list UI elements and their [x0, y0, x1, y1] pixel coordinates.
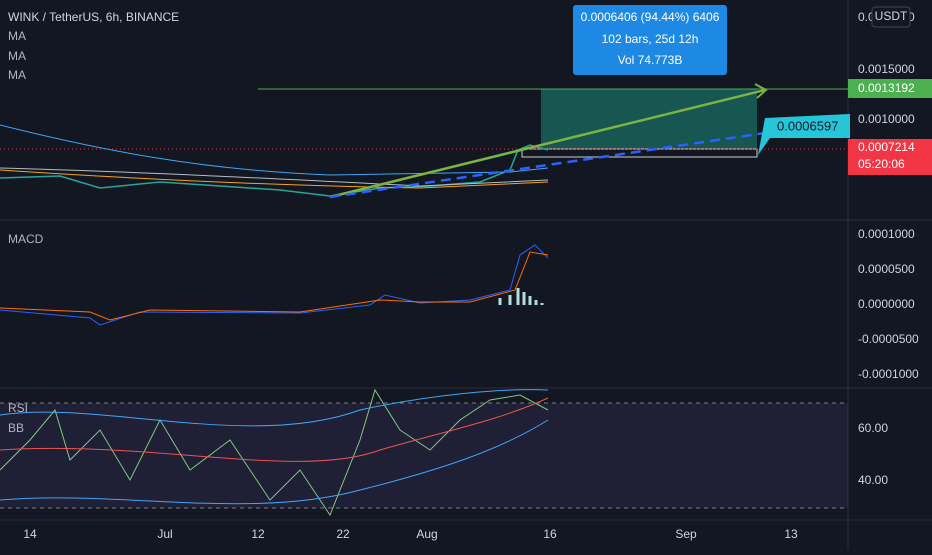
- bb-lower: [0, 419, 549, 505]
- pane-title: MACD: [8, 232, 44, 246]
- currency-button[interactable]: [871, 6, 911, 28]
- target-tag-text: 0.0013192: [858, 81, 915, 95]
- measure-text: 102 bars, 25d 12h: [602, 32, 699, 46]
- target-tag: [848, 79, 932, 98]
- macd-label: 0.0000500: [858, 262, 915, 276]
- last-price-text: 0.0007214: [858, 140, 915, 154]
- rsi-label: 60.00: [858, 421, 888, 435]
- macd-label: 0.0000000: [858, 297, 915, 311]
- time-label: Aug: [416, 527, 437, 541]
- measure-text: 0.0006406 (94.44%) 6406: [581, 10, 720, 24]
- ma-line: [0, 169, 549, 189]
- macd-label: -0.0001000: [858, 367, 919, 381]
- last-price-tag: [848, 139, 932, 175]
- histogram: [498, 288, 544, 305]
- macd-line: [0, 244, 549, 326]
- price-label: 0.0015000: [858, 62, 915, 76]
- signal-line: [0, 251, 549, 321]
- currency-label: USDT: [875, 9, 908, 23]
- arrow-head: [754, 83, 768, 99]
- macd-label: 0.0001000: [858, 227, 915, 241]
- indicator-label: MA: [8, 29, 26, 43]
- indicator-label: MA: [8, 49, 26, 63]
- pane-title: RSI: [8, 401, 28, 415]
- rsi-band: [0, 403, 848, 508]
- symbol-title: WINK / TetherUS, 6h, BINANCE: [8, 10, 179, 24]
- time-label: Sep: [675, 527, 697, 541]
- time-label: Jul: [157, 527, 172, 541]
- time-label: 22: [336, 527, 350, 541]
- measure-box: [573, 5, 727, 75]
- time-label: 12: [251, 527, 265, 541]
- countdown-text: 05:20:06: [858, 157, 905, 171]
- entry-zone: [521, 148, 758, 158]
- time-label: 14: [23, 527, 37, 541]
- bb-basis: [0, 397, 549, 462]
- trend-line: [329, 88, 766, 199]
- callout-box: [758, 114, 850, 155]
- time-label: 13: [784, 527, 798, 541]
- pane-title: BB: [8, 421, 24, 435]
- dashed-trend-line: [329, 131, 766, 199]
- bb-upper: [0, 389, 549, 427]
- ma-line: [0, 124, 549, 176]
- indicator-label: MA: [8, 68, 26, 82]
- price-label: 0.0010000: [858, 112, 915, 126]
- callout-text: 0.0006597: [777, 118, 838, 133]
- measure-text: Vol 74.773B: [618, 53, 683, 67]
- rsi-label: 40.00: [858, 473, 888, 487]
- time-label: 16: [543, 527, 557, 541]
- rsi-line: [0, 388, 549, 517]
- macd-label: -0.0000500: [858, 332, 919, 346]
